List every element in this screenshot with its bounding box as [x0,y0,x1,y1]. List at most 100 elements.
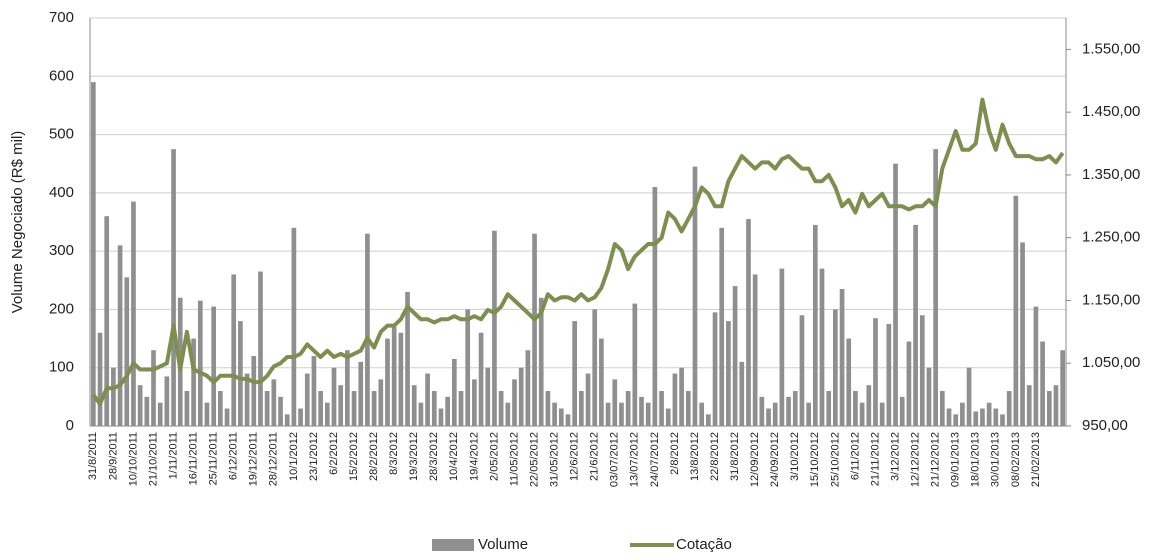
y2-tick-label: 1.050,00 [1082,354,1140,371]
bar [893,163,898,426]
bar [258,271,263,426]
bar [592,309,598,426]
bar [953,414,959,426]
bar [672,373,678,426]
y-tick-label: 200 [49,300,74,317]
y-tick-label: 300 [49,242,74,259]
bar [652,187,658,426]
bar [318,391,323,426]
bar [351,391,357,426]
x-tick-label: 15/2/2012 [348,432,360,481]
y-tick-label: 0 [66,417,74,434]
y-axis-title: Volume Negociado (R$ mil) [9,131,26,314]
bar [431,391,437,426]
x-tick-label: 08/02/2013 [1010,432,1022,487]
y2-tick-label: 950,00 [1082,417,1128,434]
bar [545,391,551,426]
bar [1000,414,1005,426]
bar [665,408,671,426]
bar [866,385,872,426]
bar [625,391,631,426]
bar [933,149,938,426]
bar [538,297,544,426]
bar [284,414,290,426]
bar [331,367,337,426]
bar [826,391,832,426]
bar [398,332,404,426]
x-tick-label: 12/09/2012 [749,432,761,487]
bar [812,224,818,426]
bar [251,356,257,426]
x-tick-label: 24/09/2012 [769,432,781,487]
bar [458,391,464,426]
bar [993,408,999,426]
x-tick-label: 31/8/2012 [729,432,741,481]
bar [512,379,517,426]
bar [224,408,230,426]
bar [532,233,537,426]
bar [238,321,243,426]
bar [632,303,638,426]
bar [986,402,992,426]
bar [1060,350,1065,426]
bar [365,233,370,426]
y-tick-label: 700 [49,9,74,26]
bar [659,391,664,426]
bar [345,350,350,426]
bar [1006,391,1012,426]
x-tick-label: 13/8/2012 [689,432,701,481]
bar [171,149,176,426]
bar [726,321,731,426]
bar [558,408,564,426]
x-tick-label: 13/07/2012 [629,432,641,487]
y2-tick-label: 1.550,00 [1082,40,1140,57]
bar [1033,306,1039,426]
bar [1053,385,1059,426]
bar [1026,385,1032,426]
bar [759,396,765,426]
bar [264,391,270,426]
bar [612,379,618,426]
x-tick-label: 6/2/2012 [328,432,340,475]
y-tick-label: 600 [49,67,74,84]
legend-label: Cotação [676,536,732,553]
x-tick-label: 12/12/2012 [909,432,921,487]
x-tick-label: 30/01/2013 [990,432,1002,487]
bar [144,396,150,426]
bar [164,376,170,426]
bar [465,309,471,426]
x-tick-label: 23/1/2012 [308,432,320,481]
bar [806,402,811,426]
bar [231,274,237,426]
bar [218,391,223,426]
bar [411,385,417,426]
x-tick-label: 19/4/2012 [468,432,480,481]
x-tick-label: 8/3/2012 [388,432,400,475]
bar [879,402,885,426]
bar [859,402,865,426]
bar [565,414,571,426]
x-tick-label: 18/01/2013 [970,432,982,487]
bar [298,408,303,426]
bar [525,350,531,426]
bar [117,245,123,426]
bar [418,402,424,426]
bar [505,402,511,426]
bar [886,324,892,426]
x-tick-label: 2/8/2012 [669,432,681,475]
bar [451,358,457,426]
bar [498,391,504,426]
x-tick-label: 21/12/2012 [930,432,942,487]
x-tick-label: 25/10/2012 [829,432,841,487]
x-tick-label: 03/07/2012 [609,432,621,487]
bar [973,411,979,426]
bar [278,396,283,426]
x-tick-label: 10/10/2011 [127,432,139,486]
x-tick-label: 19/3/2012 [408,432,420,481]
x-tick-label: 3/12/2012 [889,432,901,481]
bar [244,373,250,426]
x-tick-label: 12/6/2012 [569,432,581,481]
bar [1020,242,1025,426]
bar [111,367,116,426]
bar [585,373,591,426]
